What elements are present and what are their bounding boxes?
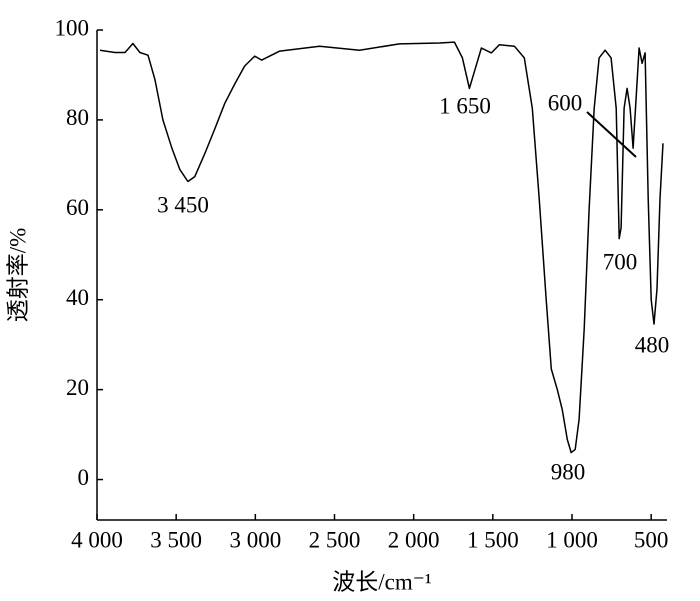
peak-annotation: 1 650: [439, 93, 491, 118]
x-tick-label: 1 500: [467, 527, 519, 552]
peak-annotation: 600: [548, 90, 583, 115]
x-tick-label: 2 500: [309, 527, 361, 552]
x-tick-label: 3 500: [150, 527, 202, 552]
y-tick-label: 80: [66, 105, 89, 130]
y-tick-label: 0: [78, 465, 90, 490]
y-tick-label: 20: [66, 375, 89, 400]
peak-annotation: 480: [635, 332, 670, 357]
annotation-leader: [586, 111, 637, 158]
spectrum-line: [99, 41, 664, 454]
x-axis-label: 波长/cm⁻¹: [332, 569, 432, 594]
x-tick-label: 3 000: [229, 527, 281, 552]
x-tick-label: 4 000: [71, 527, 123, 552]
x-tick-label: 2 000: [388, 527, 440, 552]
y-tick-label: 60: [66, 195, 89, 220]
peak-annotation: 3 450: [157, 192, 209, 217]
peak-annotation: 980: [551, 459, 586, 484]
peak-annotation: 700: [603, 249, 638, 274]
x-tick-label: 1 000: [546, 527, 598, 552]
x-tick-label: 500: [634, 527, 669, 552]
y-tick-label: 100: [55, 15, 90, 40]
y-axis-label: 透射率/%: [5, 228, 30, 323]
y-tick-label: 40: [66, 285, 89, 310]
